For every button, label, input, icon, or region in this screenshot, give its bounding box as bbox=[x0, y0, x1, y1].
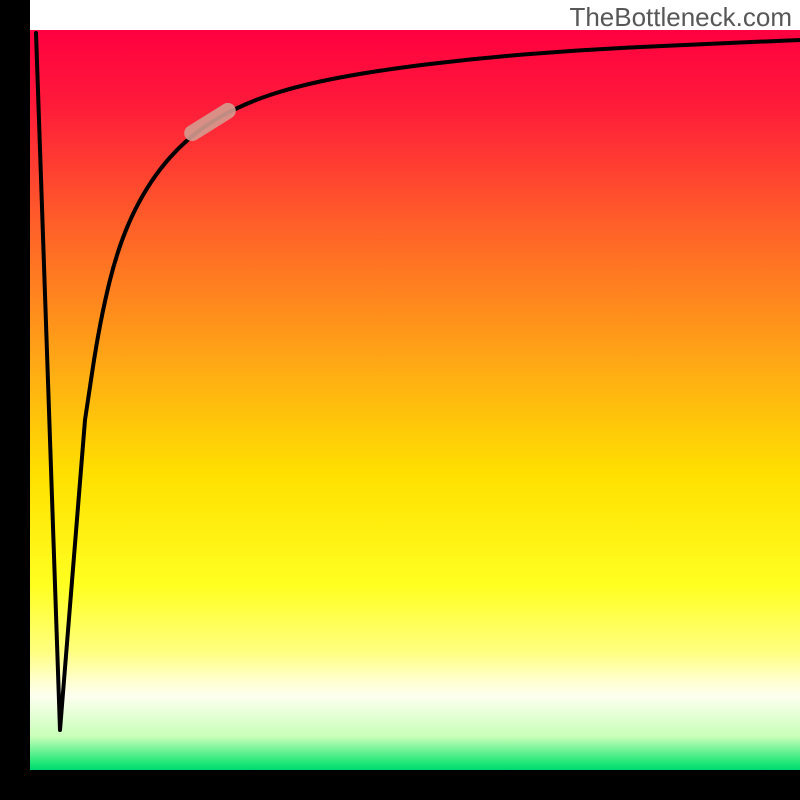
gradient-background bbox=[30, 30, 800, 770]
attribution-text: TheBottleneck.com bbox=[569, 2, 792, 33]
bottleneck-chart bbox=[0, 0, 800, 800]
chart-container: TheBottleneck.com bbox=[0, 0, 800, 800]
